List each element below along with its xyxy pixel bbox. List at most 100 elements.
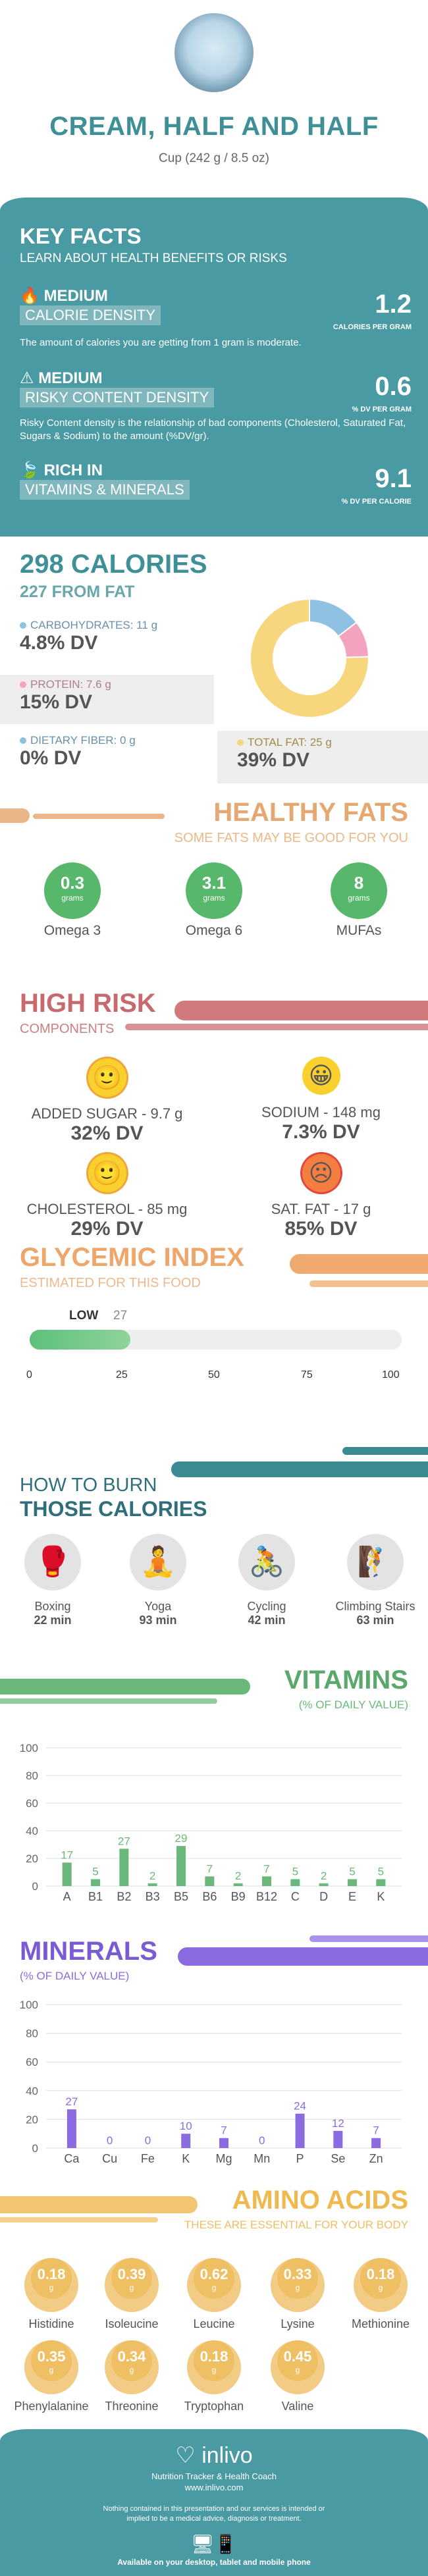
fact-value: 0.6	[375, 372, 412, 401]
gi-stripe	[290, 1254, 428, 1274]
amino-value: 0.62	[200, 2266, 228, 2282]
minerals-section: MINERALS (% OF DAILY VALUE) 0 20 40 60 80 100…	[0, 1916, 428, 2179]
bar-B3	[147, 1883, 157, 1886]
risk-dv: 29% DV	[70, 1218, 144, 1240]
boxing-icon: 🥊	[24, 1534, 81, 1590]
amino-value: 0.35	[37, 2348, 66, 2365]
activity-name: Climbing Stairs	[335, 1600, 415, 1613]
fat-name: MUFAs	[336, 923, 382, 938]
amino-name: Phenylalanine	[14, 2400, 89, 2413]
mufas-item: 8 grams MUFAs	[323, 862, 395, 939]
bar-B1	[91, 1879, 100, 1886]
x-tick-label: B5	[174, 1890, 188, 1903]
neutral-face-icon: 🙂	[86, 1057, 128, 1099]
page-title: CREAM, HALF AND HALF	[49, 112, 379, 141]
high-risk-title: HIGH RISK	[20, 989, 156, 1018]
bar-K	[376, 1879, 386, 1886]
food-image	[174, 13, 254, 92]
bar-value-label: 7	[263, 1862, 269, 1875]
carbs-label: CARBOHYDRATES: 11 g	[30, 619, 158, 631]
bar-value-label: 2	[149, 1870, 155, 1882]
amino-unit: g	[295, 2365, 300, 2375]
key-facts-subtitle: LEARN ABOUT HEALTH BENEFITS OR RISKS	[20, 251, 287, 265]
gi-tick-100: 100	[382, 1369, 400, 1380]
fact-risky-density: ⚠ MEDIUM RISKY CONTENT DENSITY 0.6 % DV …	[20, 369, 412, 454]
key-facts-section: KEY FACTS LEARN ABOUT HEALTH BENEFITS OR…	[0, 197, 428, 537]
amino-item: 0.18 g Histidine	[12, 2251, 91, 2331]
y-tick-label: 80	[26, 1770, 38, 1782]
carbs-dv: 4.8% DV	[20, 632, 98, 654]
min-stripe2	[309, 1935, 428, 1942]
amino-value: 0.18	[37, 2266, 66, 2282]
risk-label: SODIUM - 148 mg	[261, 1104, 381, 1120]
risk-added-sugar: 🙂 ADDED SUGAR - 9.7 g 32% DV	[0, 1057, 214, 1145]
gi-stripe2	[309, 1280, 428, 1287]
amino-value: 0.18	[200, 2348, 228, 2365]
amino-item: 0.34 g Threonine	[92, 2334, 171, 2413]
bar-B9	[233, 1883, 243, 1886]
omega6-item: 3.1 grams Omega 6	[178, 862, 250, 939]
fat-unit: grams	[348, 893, 370, 903]
bar-Mg	[219, 2138, 228, 2148]
vit-stripe	[0, 1679, 250, 1695]
amino-name: Threonine	[105, 2400, 159, 2413]
serving-size: Cup (242 g / 8.5 oz)	[159, 151, 269, 165]
gi-track	[30, 1330, 402, 1350]
amino-unit: g	[211, 2283, 217, 2292]
x-tick-label: K	[182, 2152, 190, 2165]
gi-tick-0: 0	[26, 1369, 32, 1380]
activity-name: Boxing	[34, 1600, 71, 1613]
brand-url[interactable]: www.inlivo.com	[184, 2483, 244, 2492]
fact-level: MEDIUM	[43, 287, 108, 305]
bar-value-label: 5	[92, 1866, 98, 1878]
min-stripe	[178, 1947, 428, 1966]
risk-dv: 85% DV	[284, 1218, 358, 1240]
fact-level: MEDIUM	[38, 369, 103, 387]
risk-sat-fat: ☹ SAT. FAT - 17 g 85% DV	[214, 1152, 428, 1240]
x-tick-label: Fe	[141, 2152, 155, 2165]
gi-tick-25: 25	[116, 1369, 128, 1380]
amino-circle: 0.35 g	[24, 2340, 78, 2394]
amino-item: 0.18 g Methionine	[341, 2251, 420, 2331]
fact-level: RICH IN	[43, 461, 103, 479]
amino-name: Isoleucine	[105, 2317, 159, 2330]
y-tick-label: 60	[26, 2056, 38, 2068]
cycling-icon: 🚴	[238, 1534, 295, 1590]
amino-stripe	[0, 2196, 198, 2213]
burn-stripe2	[342, 1447, 428, 1455]
amino-name: Tryptophan	[184, 2400, 244, 2413]
devices-icon: 🖥📱	[190, 2534, 238, 2554]
bar-value-label: 12	[332, 2117, 344, 2130]
minerals-bar-chart: 0 20 40 60 80 100 27 Ca 0 Cu 0 Fe 10 K 7 Mg 0 Mn 24 P 12 Se 7 Z…	[20, 1999, 402, 2165]
fact-desc: The amount of calories you are getting f…	[20, 337, 302, 348]
amino-circle: 0.39 g	[105, 2258, 159, 2312]
bar-B2	[119, 1849, 129, 1886]
bar-value-label: 29	[175, 1832, 188, 1845]
burn-title-1: HOW TO BURN	[20, 1475, 157, 1496]
fat-item: TOTAL FAT: 25 g 39% DV	[217, 731, 428, 783]
key-facts-title: KEY FACTS	[20, 224, 142, 248]
vitamins-subtitle: (% OF DAILY VALUE)	[298, 1698, 408, 1711]
amino-unit: g	[129, 2283, 134, 2292]
healthy-fats-title: HEALTHY FATS	[213, 798, 408, 827]
neutral-face-icon: 🙂	[86, 1152, 128, 1194]
bar-value-label: 5	[378, 1866, 384, 1878]
gi-fill-bar	[30, 1330, 130, 1350]
protein-item: PROTEIN: 7.6 g 15% DV	[0, 675, 214, 724]
x-tick-label: B12	[256, 1890, 277, 1903]
risk-cholesterol: 🙂 CHOLESTEROL - 85 mg 29% DV	[0, 1152, 214, 1240]
fact-name: CALORIE DENSITY	[20, 305, 161, 325]
carbs-dot-icon	[20, 622, 26, 629]
amino-stripe2	[0, 2217, 158, 2222]
activity-name: Cycling	[247, 1600, 286, 1613]
fact-unit: % DV PER CALORIE	[341, 498, 412, 506]
amino-unit: g	[49, 2365, 54, 2375]
stairs-icon: 🧗	[347, 1534, 404, 1590]
amino-section: AMINO ACIDS THESE ARE ESSENTIAL FOR YOUR…	[0, 2179, 428, 2416]
risk-dv: 7.3% DV	[282, 1121, 360, 1143]
gi-tick-75: 75	[301, 1369, 313, 1380]
happy-face-icon: 😀	[302, 1057, 340, 1095]
amino-item: 0.35 g Phenylalanine	[12, 2334, 91, 2413]
burn-stripe	[171, 1461, 428, 1477]
bar-B5	[176, 1846, 186, 1886]
